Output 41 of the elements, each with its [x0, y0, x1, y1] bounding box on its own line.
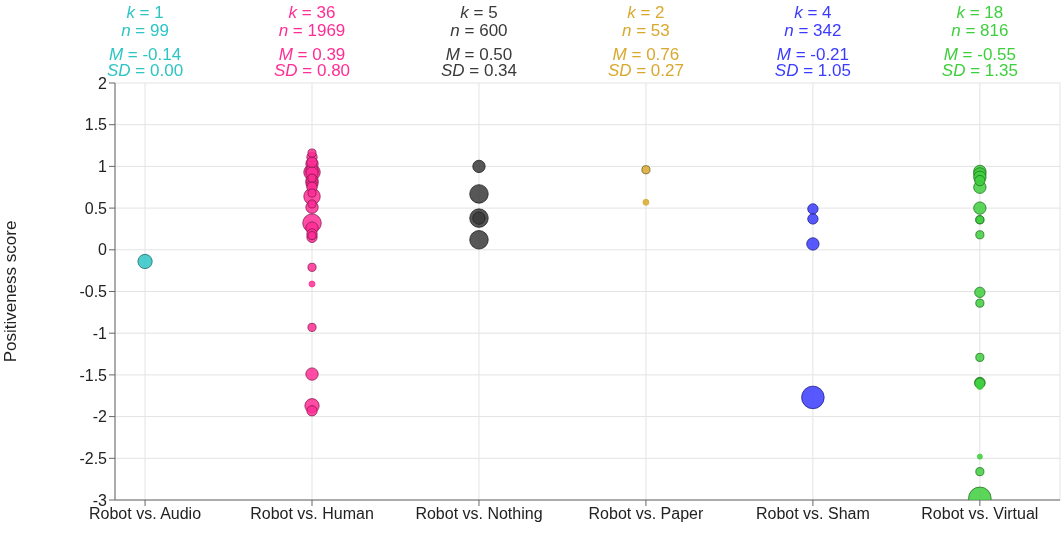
y-tick-label: -2	[92, 408, 108, 426]
text: SD = 0.27	[607, 61, 684, 80]
text: k = 36	[287, 3, 337, 22]
text: M = -0.55	[942, 45, 1017, 64]
text: M = 0.50	[444, 45, 514, 64]
x-tick-label: Robot vs. Virtual	[921, 505, 1039, 523]
y-tick-label: 1	[98, 158, 108, 176]
text: M = 0.76	[611, 45, 681, 64]
y-tick-label: 2	[98, 74, 108, 92]
text: SD = 0.80	[273, 61, 351, 80]
y-tick-label: 0	[98, 241, 108, 259]
y-axis-title: Positiveness score	[1, 220, 21, 363]
x-tick-label: Robot vs. Human	[250, 505, 374, 523]
text: k = 5	[459, 3, 499, 22]
text: n = 342	[783, 21, 843, 40]
y-tick-label: 1.5	[84, 116, 108, 134]
text: SD = 1.35	[941, 61, 1018, 80]
text: n = 53	[621, 21, 671, 40]
text: k = 18	[955, 3, 1005, 22]
text: n = 600	[449, 21, 509, 40]
x-tick-label: Robot vs. Audio	[89, 505, 202, 523]
text: k = 4	[793, 3, 833, 22]
text: n = 1969	[277, 21, 347, 40]
text: SD = 0.00	[107, 61, 184, 80]
x-tick-label: Robot vs. Nothing	[415, 505, 543, 523]
text: SD = 0.34	[440, 61, 518, 80]
text: SD = 1.05	[774, 61, 851, 80]
text: n = 816	[950, 21, 1010, 40]
x-tick-label: Robot vs. Paper	[588, 505, 704, 523]
text: k = 1	[125, 3, 165, 22]
y-tick-label: -0.5	[79, 283, 108, 301]
y-tick-label: -2.5	[79, 449, 108, 467]
y-tick-label: -1.5	[79, 366, 108, 384]
text: n = 99	[120, 21, 170, 40]
text: k = 2	[626, 3, 666, 22]
text: M = -0.14	[107, 45, 183, 64]
y-tick-label: -1	[92, 324, 108, 342]
text: M = -0.21	[775, 45, 851, 64]
x-tick-label: Robot vs. Sham	[755, 505, 870, 523]
y-tick-label: 0.5	[84, 199, 108, 217]
text: M = 0.39	[277, 45, 347, 64]
